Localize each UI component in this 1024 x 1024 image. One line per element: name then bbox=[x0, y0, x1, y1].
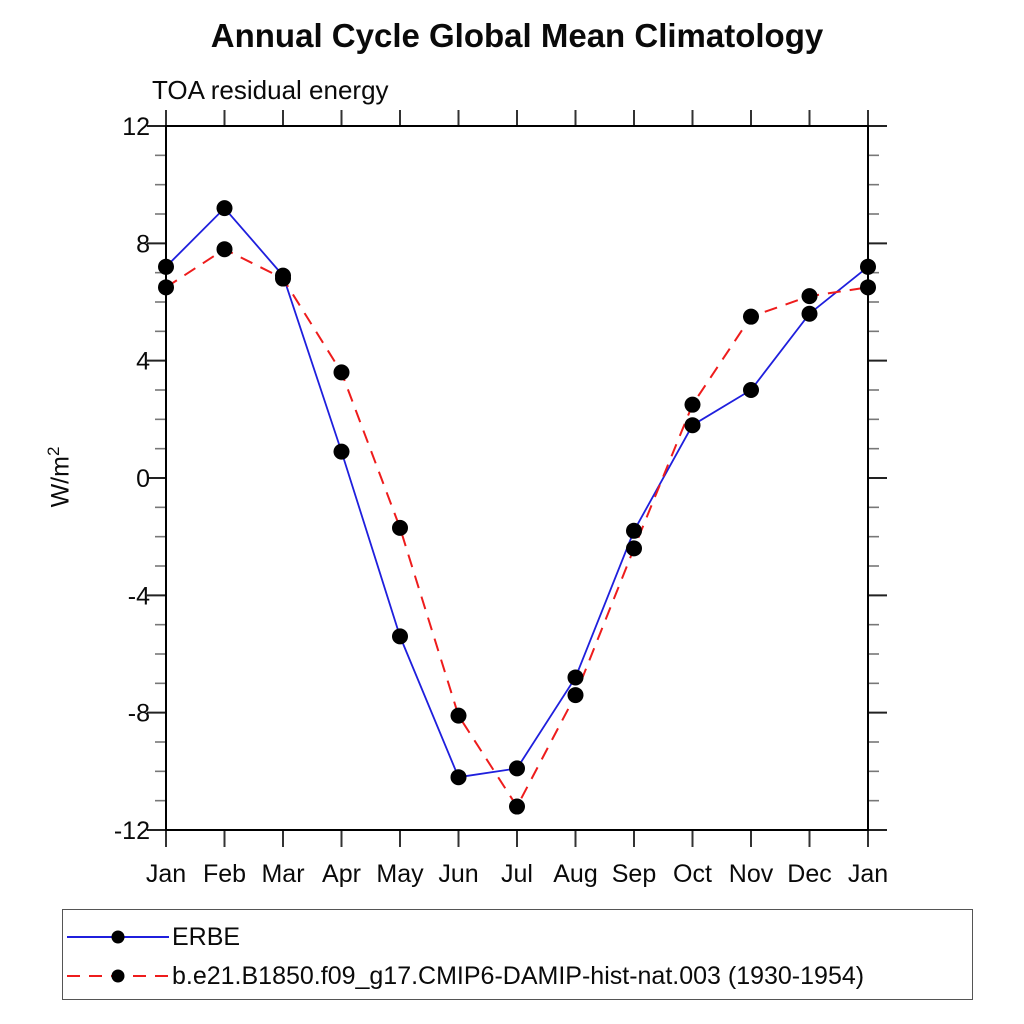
data-point-model bbox=[275, 270, 291, 287]
x-tick-label: Jan bbox=[848, 860, 888, 888]
data-point-model bbox=[392, 519, 408, 536]
x-tick-label: Aug bbox=[553, 860, 597, 888]
x-tick-label: Jun bbox=[438, 860, 478, 888]
x-tick-label: Mar bbox=[261, 860, 304, 888]
data-point-erbe bbox=[158, 258, 174, 275]
legend-label-erbe: ERBE bbox=[172, 922, 241, 951]
y-tick-label: -4 bbox=[128, 582, 150, 610]
data-point-erbe bbox=[626, 522, 642, 539]
data-point-model bbox=[860, 279, 876, 296]
data-point-erbe bbox=[216, 200, 233, 217]
data-point-model bbox=[626, 540, 642, 557]
y-tick-label: 4 bbox=[136, 348, 150, 376]
data-point-model bbox=[684, 396, 701, 413]
data-point-model bbox=[333, 364, 350, 381]
x-tick-label: Dec bbox=[787, 860, 831, 888]
y-tick-label: -12 bbox=[114, 817, 150, 845]
chart-title: Annual Cycle Global Mean Climatology bbox=[210, 17, 824, 54]
data-point-model bbox=[567, 687, 584, 704]
legend-row-model: b.e21.B1850.f09_g17.CMIP6-DAMIP-hist-nat… bbox=[66, 961, 864, 991]
legend-box: ERBE b.e21.B1850.f09_g17.CMIP6-DAMIP-his… bbox=[62, 909, 973, 1000]
x-tick-label: Jan bbox=[146, 860, 186, 888]
data-point-erbe bbox=[450, 769, 467, 786]
x-tick-label: May bbox=[376, 860, 424, 888]
x-tick-label: Nov bbox=[729, 860, 774, 888]
data-point-model bbox=[801, 288, 818, 305]
x-tick-label: Oct bbox=[673, 860, 712, 888]
legend-marker-dot bbox=[111, 969, 125, 983]
data-point-erbe bbox=[684, 417, 701, 434]
data-point-model bbox=[509, 798, 525, 815]
legend-label-model: b.e21.B1850.f09_g17.CMIP6-DAMIP-hist-nat… bbox=[172, 961, 865, 990]
data-point-model bbox=[216, 241, 233, 258]
x-tick-label: Feb bbox=[203, 860, 246, 888]
data-point-model bbox=[743, 308, 759, 325]
data-point-erbe bbox=[801, 305, 818, 322]
data-point-erbe bbox=[333, 443, 350, 460]
chart-subtitle: TOA residual energy bbox=[152, 75, 389, 105]
data-point-model bbox=[158, 279, 174, 296]
data-point-erbe bbox=[392, 628, 408, 645]
data-point-model bbox=[450, 707, 467, 724]
y-tick-label: 0 bbox=[136, 465, 150, 493]
data-point-erbe bbox=[567, 669, 584, 686]
legend-line-sample-erbe bbox=[67, 930, 169, 944]
data-point-erbe bbox=[509, 760, 525, 777]
y-tick-label: 8 bbox=[136, 230, 150, 258]
legend-marker-dot bbox=[111, 930, 125, 944]
y-tick-label: -8 bbox=[128, 700, 150, 728]
series-line-model bbox=[165, 248, 869, 809]
x-tick-label: Jul bbox=[501, 860, 533, 888]
x-tick-label: Sep bbox=[612, 860, 656, 888]
data-point-erbe bbox=[860, 258, 876, 275]
plot-border bbox=[165, 125, 869, 831]
legend-line-sample-model bbox=[67, 969, 169, 983]
data-point-erbe bbox=[743, 382, 759, 398]
y-tick-label: 12 bbox=[122, 113, 150, 141]
series-line-erbe bbox=[165, 206, 869, 779]
legend-row-erbe: ERBE bbox=[66, 922, 240, 952]
x-tick-label: Apr bbox=[322, 860, 361, 888]
